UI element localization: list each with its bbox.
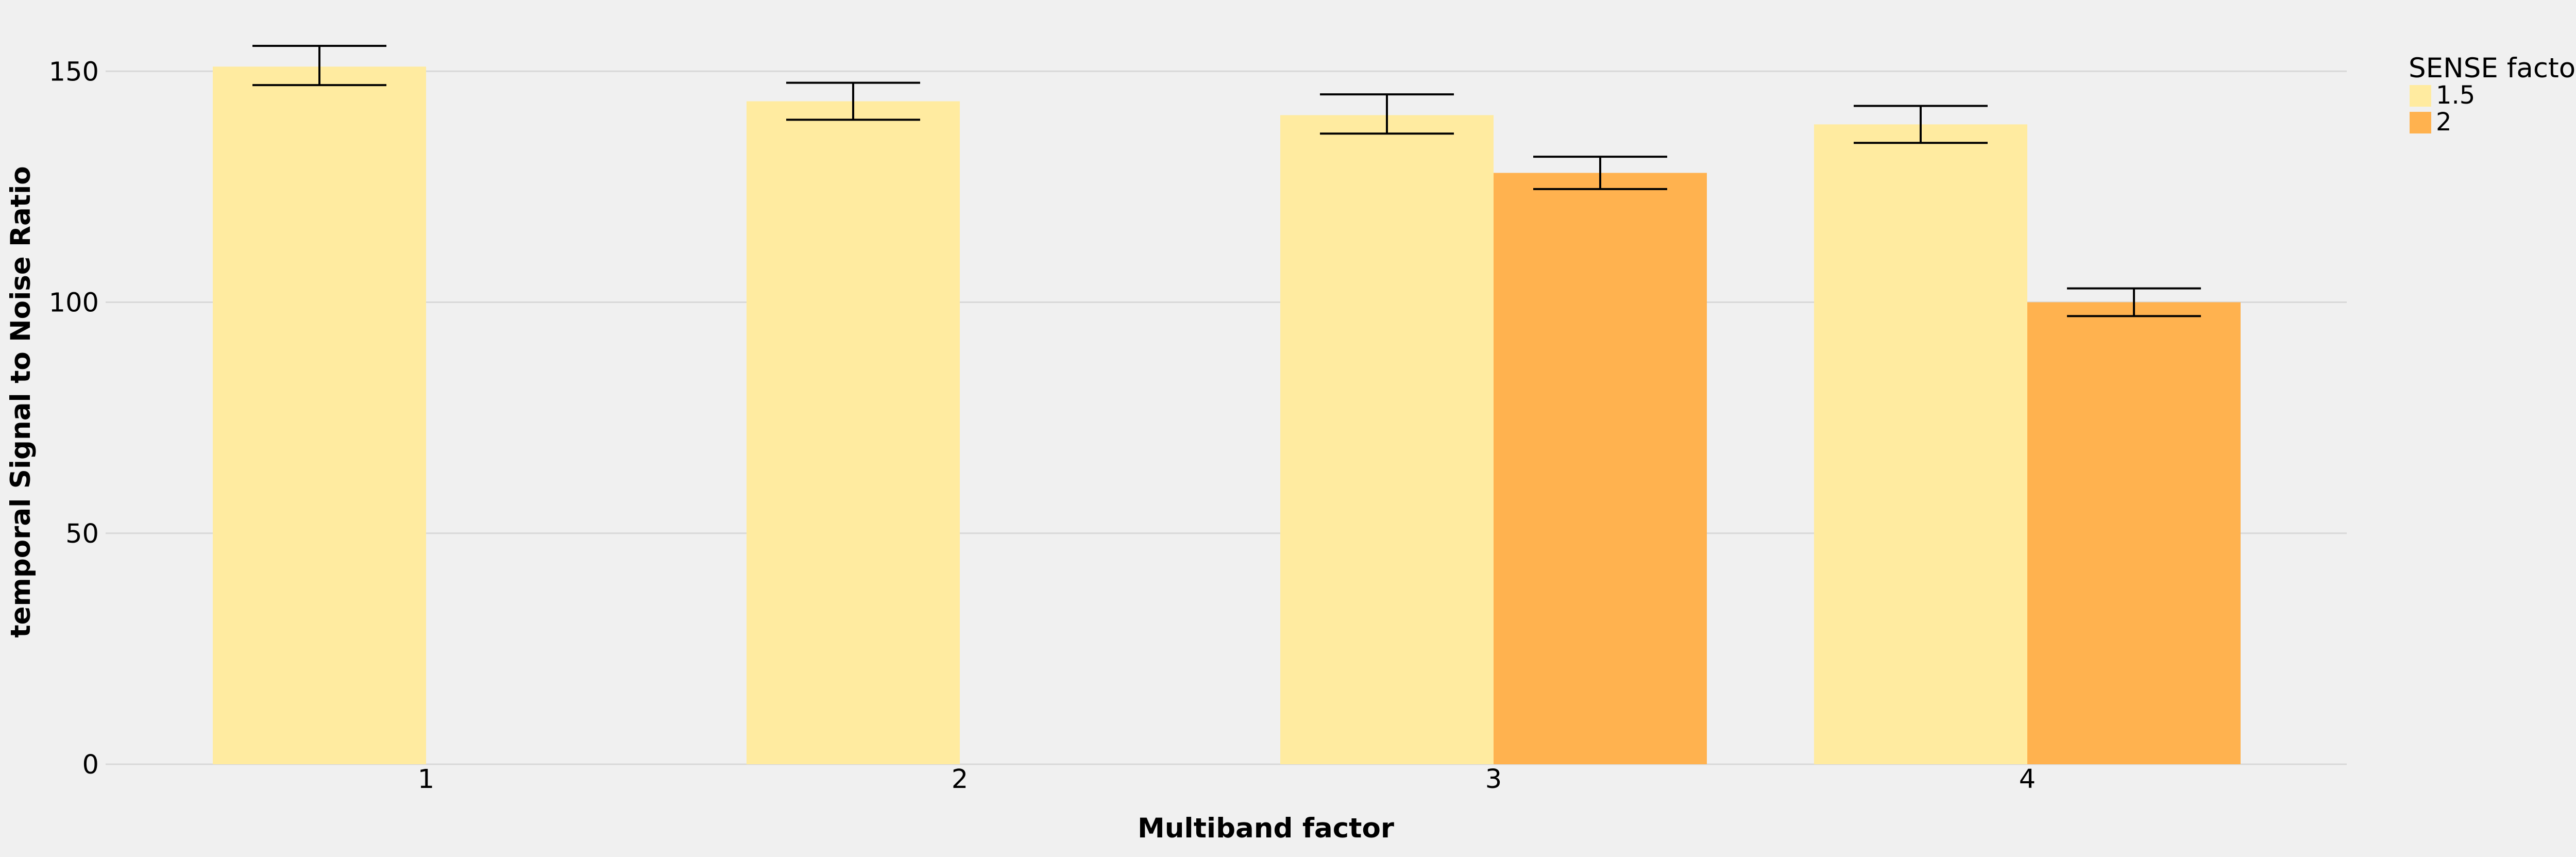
legend-label-1: 1.5: [2436, 81, 2475, 110]
x-tick-label-2: 2: [952, 764, 968, 795]
x-tick-label-3: 3: [1485, 764, 1502, 795]
bar-layer: [213, 66, 2241, 765]
bar-2-4: [2027, 302, 2241, 764]
x-tick-label-4: 4: [2019, 764, 2036, 795]
bar-1.5-3: [1280, 115, 1494, 765]
errorbar-layer: [252, 44, 2201, 317]
x-tick-label-1: 1: [418, 764, 434, 795]
y-tick-label-100: 100: [49, 288, 99, 318]
legend-label-2: 2: [2436, 108, 2452, 137]
legend-title: SENSE factor: [2409, 53, 2576, 84]
y-tick-label-0: 0: [82, 750, 99, 780]
x-axis-label: Multiband factor: [1138, 813, 1394, 844]
bar-2-3: [1494, 173, 1707, 765]
legend-swatch-1: [2410, 85, 2431, 107]
legend: SENSE factor 1.5 2: [2409, 53, 2576, 137]
y-tick-label-50: 50: [65, 519, 99, 549]
tick-layer: 0 50 100 150 1 2 3 4: [49, 57, 2036, 795]
y-tick-label-150: 150: [49, 57, 99, 87]
y-axis-label: temporal Signal to Noise Ratio: [5, 166, 37, 637]
bar-1.5-2: [747, 101, 960, 765]
bar-1.5-1: [213, 66, 426, 764]
legend-swatch-2: [2410, 112, 2431, 133]
bar-1.5-4: [1814, 124, 2027, 764]
